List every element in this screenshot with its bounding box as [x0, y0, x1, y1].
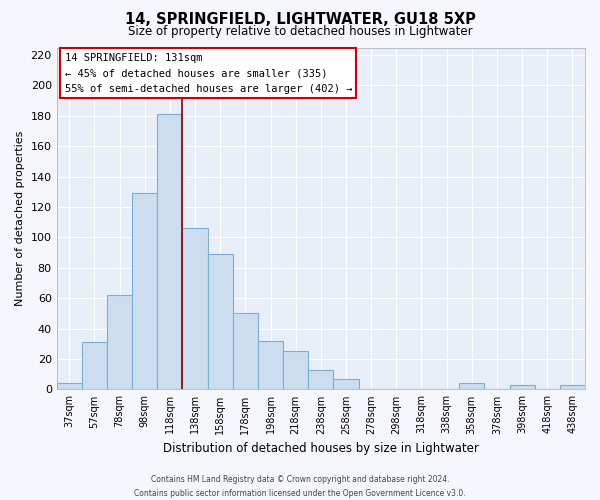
- Bar: [334, 379, 359, 390]
- Bar: [208, 254, 233, 390]
- X-axis label: Distribution of detached houses by size in Lightwater: Distribution of detached houses by size …: [163, 442, 479, 455]
- Y-axis label: Number of detached properties: Number of detached properties: [15, 131, 25, 306]
- Text: Size of property relative to detached houses in Lightwater: Size of property relative to detached ho…: [128, 25, 472, 38]
- Bar: [283, 352, 308, 390]
- Text: Contains HM Land Registry data © Crown copyright and database right 2024.
Contai: Contains HM Land Registry data © Crown c…: [134, 476, 466, 498]
- Bar: [157, 114, 182, 390]
- Bar: [560, 385, 585, 390]
- Bar: [258, 341, 283, 390]
- Bar: [132, 194, 157, 390]
- Bar: [107, 295, 132, 390]
- Text: 14, SPRINGFIELD, LIGHTWATER, GU18 5XP: 14, SPRINGFIELD, LIGHTWATER, GU18 5XP: [125, 12, 475, 28]
- Bar: [308, 370, 334, 390]
- Bar: [233, 314, 258, 390]
- Bar: [82, 342, 107, 390]
- Bar: [182, 228, 208, 390]
- Bar: [56, 384, 82, 390]
- Bar: [459, 384, 484, 390]
- Text: 14 SPRINGFIELD: 131sqm
← 45% of detached houses are smaller (335)
55% of semi-de: 14 SPRINGFIELD: 131sqm ← 45% of detached…: [65, 52, 352, 94]
- Bar: [509, 385, 535, 390]
